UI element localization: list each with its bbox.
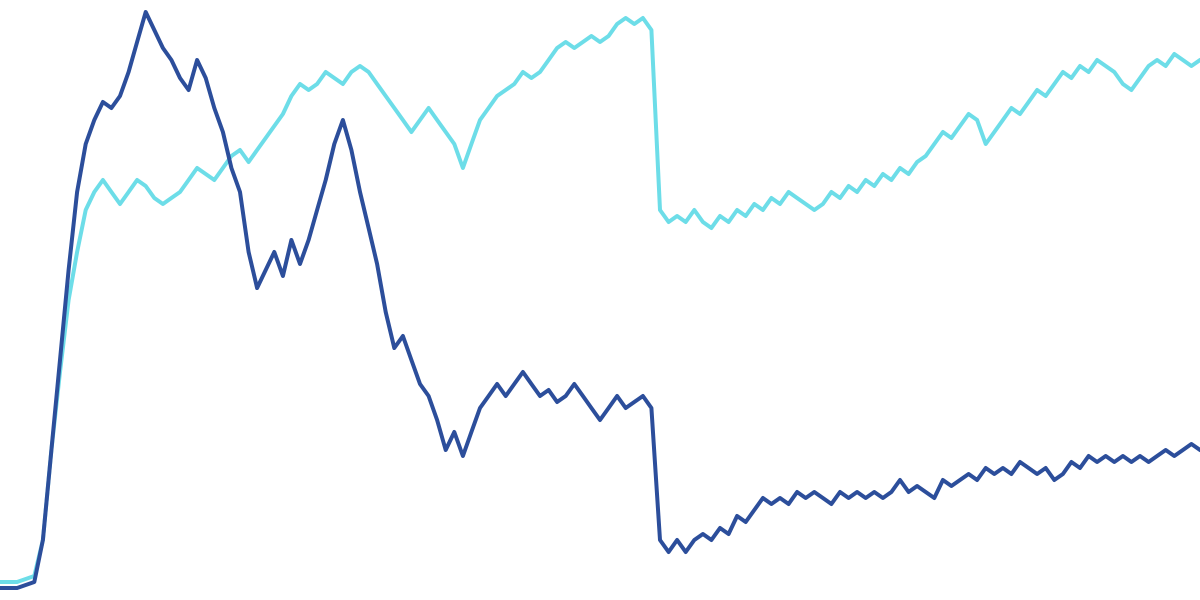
chart-background xyxy=(0,0,1200,600)
line-chart xyxy=(0,0,1200,600)
chart-svg xyxy=(0,0,1200,600)
